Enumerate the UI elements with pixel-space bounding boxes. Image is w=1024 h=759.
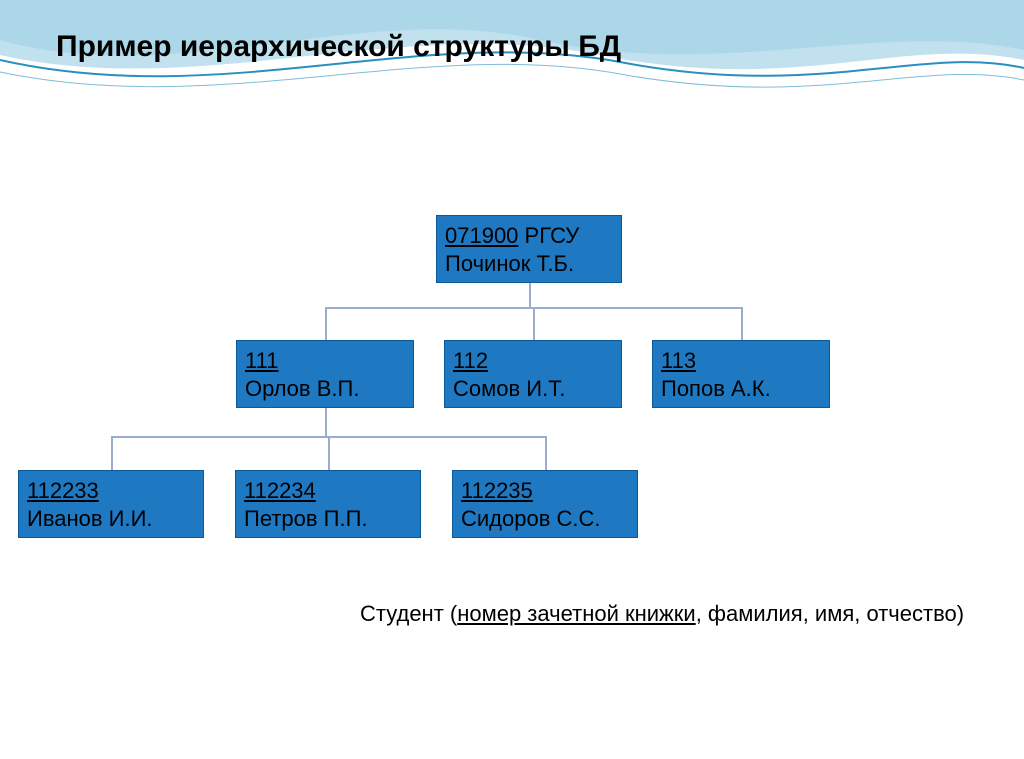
node-code: 111 xyxy=(245,348,278,373)
node-line2: Попов А.К. xyxy=(661,376,771,401)
connector xyxy=(529,283,531,307)
connector xyxy=(325,408,327,436)
node-code: 071900 xyxy=(445,223,518,248)
connector xyxy=(741,307,743,340)
node-label-rest: РГСУ xyxy=(518,223,579,248)
node-112233: 112233 Иванов И.И. xyxy=(18,470,204,538)
connector xyxy=(545,436,547,470)
node-code: 112233 xyxy=(27,478,99,503)
connector xyxy=(328,436,330,470)
node-code: 113 xyxy=(661,348,696,373)
node-root: 071900 РГСУ Починок Т.Б. xyxy=(436,215,622,283)
connector xyxy=(325,307,327,340)
slide-title: Пример иерархической структуры БД xyxy=(56,30,621,64)
node-line2: Иванов И.И. xyxy=(27,506,153,531)
connector xyxy=(111,436,113,470)
node-112235: 112235 Сидоров С.С. xyxy=(452,470,638,538)
node-code: 112 xyxy=(453,348,488,373)
connector xyxy=(533,307,535,340)
node-113: 113 Попов А.К. xyxy=(652,340,830,408)
node-line2: Сомов И.Т. xyxy=(453,376,565,401)
node-112: 112 Сомов И.Т. xyxy=(444,340,622,408)
node-line2: Петров П.П. xyxy=(244,506,368,531)
hierarchy-diagram: 071900 РГСУ Починок Т.Б. 111 Орлов В.П. … xyxy=(0,0,1024,759)
node-code: 112234 xyxy=(244,478,316,503)
node-112234: 112234 Петров П.П. xyxy=(235,470,421,538)
node-111: 111 Орлов В.П. xyxy=(236,340,414,408)
node-code: 112235 xyxy=(461,478,533,503)
node-line2: Сидоров С.С. xyxy=(461,506,601,531)
node-line2: Починок Т.Б. xyxy=(445,251,574,276)
node-line2: Орлов В.П. xyxy=(245,376,359,401)
